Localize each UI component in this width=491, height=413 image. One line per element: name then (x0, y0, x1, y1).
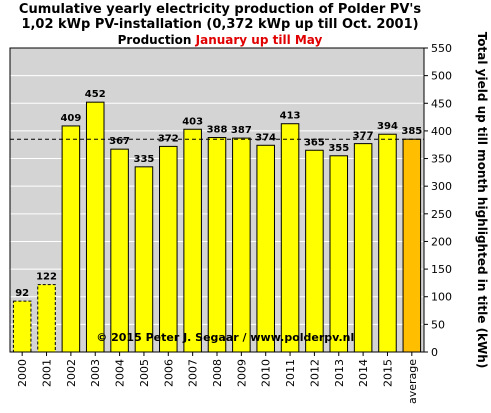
x-tick-label-2008: 2008 (211, 359, 224, 387)
y-tick-label: 350 (431, 153, 452, 166)
chart-title-line-3: Production January up till May (0, 33, 440, 48)
title-prefix: Production (117, 33, 196, 47)
y-tick-label: 0 (431, 346, 438, 359)
x-tick-label-2015: 2015 (381, 359, 394, 387)
value-label-2012: 365 (304, 137, 325, 148)
bar-2015 (378, 133, 397, 353)
x-tick-label-2004: 2004 (114, 359, 127, 387)
x-tick-label-2003: 2003 (89, 359, 102, 387)
value-label-2009: 387 (231, 125, 252, 136)
value-label-2005: 335 (134, 154, 155, 165)
y-tick-label: 450 (431, 97, 452, 110)
bar-2012 (305, 149, 324, 353)
bar-2009 (232, 137, 251, 353)
bar-2008 (207, 137, 227, 353)
value-label-2008: 388 (207, 125, 228, 136)
x-tick-label-2001: 2001 (41, 359, 54, 387)
title-highlight: January up till May (195, 33, 323, 47)
bar-2007 (183, 128, 202, 353)
y-tick-label: 550 (431, 42, 452, 55)
y-tick-label: 500 (431, 70, 452, 83)
x-tick-label-2013: 2013 (333, 359, 346, 387)
value-label-2011: 413 (280, 111, 301, 122)
value-label-2010: 374 (255, 132, 276, 143)
y-tick-labels: 0 50 100 150 200 250 300 350 400 450 500 550 (424, 42, 452, 359)
bar-2005 (134, 166, 154, 353)
y-tick-label: 250 (431, 208, 452, 221)
y-tick-label: 200 (431, 235, 452, 248)
bar-2000 (12, 300, 32, 353)
chart-title-line-2: 1,02 kWp PV-installation (0,372 kWp up t… (21, 17, 419, 32)
chart-title-line-1: Cumulative yearly electricity production… (18, 2, 422, 17)
bar-2006 (159, 145, 178, 353)
value-label-2003: 452 (85, 89, 106, 100)
value-label-2001: 122 (36, 272, 57, 283)
value-label-2006: 372 (158, 133, 179, 144)
bar-2002 (61, 125, 81, 353)
x-tick-label-2009: 2009 (235, 359, 248, 387)
bar-2010 (256, 144, 275, 353)
bar-2004 (110, 148, 129, 353)
x-tick-label-2007: 2007 (187, 359, 200, 387)
bar-2001 (37, 284, 56, 353)
bar-2011 (280, 123, 300, 353)
y-tick-label: 400 (431, 125, 452, 138)
x-tick-label-2012: 2012 (308, 359, 321, 387)
y-tick-label: 100 (431, 291, 452, 304)
value-label-average: 385 (401, 126, 422, 137)
x-tick-label-average: average (406, 359, 419, 404)
bars (12, 101, 422, 353)
value-label-2002: 409 (60, 113, 81, 124)
value-label-2007: 403 (182, 116, 203, 127)
x-tick-label-2006: 2006 (162, 359, 175, 387)
value-label-2000: 92 (15, 288, 29, 299)
x-tick-labels: 2000 2001 2002 2003 2004 2005 2006 2007 2008 2009… (16, 352, 419, 404)
y-axis-label: Total yield up till month highlighted in… (475, 32, 489, 369)
value-label-2004: 367 (109, 136, 130, 147)
value-label-2015: 394 (377, 121, 398, 132)
value-label-2013: 355 (328, 143, 349, 154)
bar-average (402, 138, 422, 353)
x-tick-label-2010: 2010 (260, 359, 273, 387)
x-tick-label-2000: 2000 (16, 359, 29, 387)
x-tick-label-2011: 2011 (284, 359, 297, 387)
bar-2013 (329, 155, 349, 353)
y-tick-label: 300 (431, 180, 452, 193)
y-tick-label: 150 (431, 263, 452, 276)
bar-2014 (353, 143, 373, 353)
x-tick-label-2014: 2014 (357, 359, 370, 387)
value-label-2014: 377 (353, 131, 374, 142)
y-tick-label: 50 (431, 318, 445, 331)
x-tick-label-2002: 2002 (65, 359, 78, 387)
x-tick-label-2005: 2005 (138, 359, 151, 387)
copyright-annotation: © 2015 Peter J. Segaar / www.polderpv.nl (96, 331, 354, 344)
